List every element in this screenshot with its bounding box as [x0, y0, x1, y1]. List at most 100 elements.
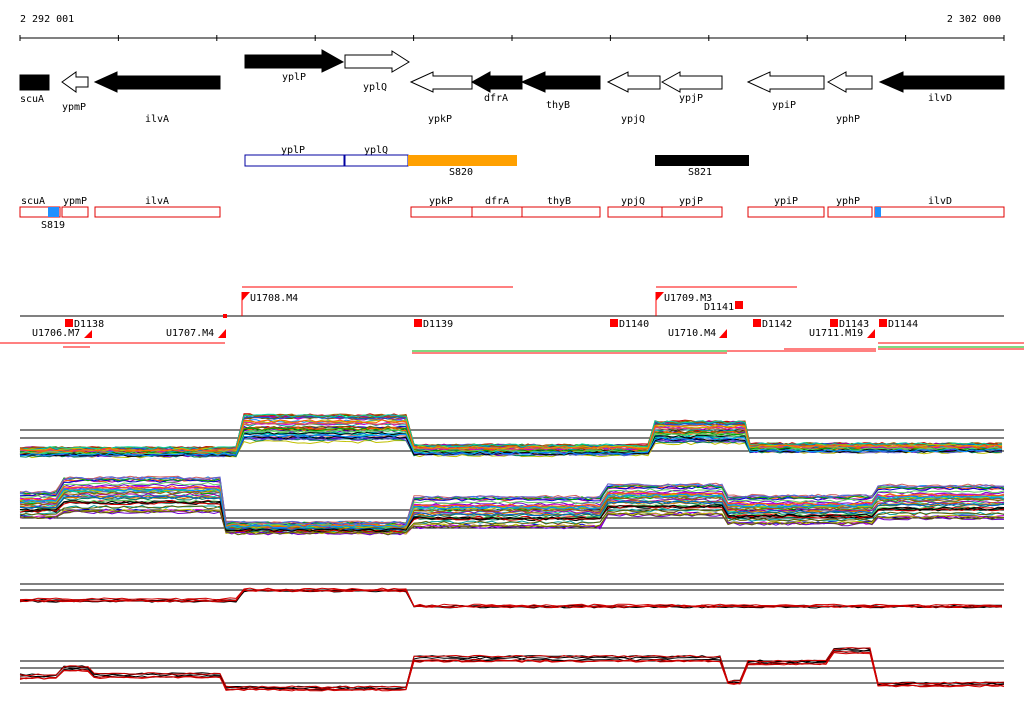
profile-line	[19, 587, 1003, 607]
flag-U1707[interactable]	[218, 329, 226, 338]
gene-arrow-yplP[interactable]	[244, 49, 345, 73]
segment-label-yplQ: yplQ	[364, 145, 388, 156]
gene-arrow-ypmP[interactable]	[61, 71, 89, 93]
flag-U1709[interactable]	[656, 292, 664, 301]
profile-line	[19, 648, 1005, 690]
feature-track: U1706.M7 D1138 U1707.M4 U1708.M4 D1139 D…	[0, 286, 1024, 354]
segment-ilvD[interactable]	[874, 206, 1005, 218]
marker-D1140[interactable]	[610, 319, 618, 327]
coordinate-ruler: 2 292 001 2 302 000	[19, 14, 1005, 41]
segment-label-S821: S821	[688, 167, 712, 178]
marker-D1142[interactable]	[753, 319, 761, 327]
profile-line	[19, 509, 1005, 536]
segment-ilvA[interactable]	[94, 206, 221, 218]
segment-thyB[interactable]	[521, 206, 601, 218]
segment-ypiP[interactable]	[747, 206, 825, 218]
profile-line	[19, 588, 1002, 608]
feature-label-D1144: D1144	[888, 319, 918, 330]
flag-U1711[interactable]	[867, 329, 875, 338]
segment-ypkP[interactable]	[410, 206, 473, 218]
gene-label-thyB: thyB	[546, 100, 570, 111]
marker-D1138[interactable]	[65, 319, 73, 327]
gene-arrow-yphP[interactable]	[826, 71, 873, 93]
segment-S821[interactable]	[655, 155, 749, 166]
flag-U1708[interactable]	[242, 292, 250, 301]
feature-label-D1141: D1141	[704, 302, 734, 313]
gene-arrow-thyB[interactable]	[520, 71, 601, 93]
profile-line	[19, 494, 1005, 531]
marker-D1139[interactable]	[414, 319, 422, 327]
gene-label-yphP: yphP	[836, 114, 860, 125]
profile-line	[20, 650, 1005, 691]
gene-arrow-ilvA[interactable]	[93, 71, 221, 93]
profile-line	[19, 483, 1005, 528]
feature-label-D1140: D1140	[619, 319, 649, 330]
segment-label-thyB: thyB	[547, 196, 571, 207]
marker-D1143[interactable]	[830, 319, 838, 327]
profile-line	[19, 476, 1005, 525]
marker-U1707[interactable]	[223, 314, 227, 318]
segment-ypjQ[interactable]	[607, 206, 663, 218]
segment-yplP[interactable]	[244, 154, 345, 167]
feature-label-U1710: U1710.M4	[668, 328, 716, 339]
profile-line	[19, 508, 1005, 535]
gene-arrow-scuA[interactable]	[19, 74, 50, 91]
ruler-start-label: 2 292 001	[20, 14, 74, 25]
feature-label-D1138: D1138	[74, 319, 104, 330]
segment-track-lower: scuA S819 ypmP ilvA ypkP dfrA thyB ypjQ …	[19, 196, 1005, 231]
profile-lines	[19, 647, 1005, 692]
segment-ypjP[interactable]	[661, 206, 723, 218]
gene-arrow-ypjP[interactable]	[660, 71, 723, 93]
segment-yphP[interactable]	[827, 206, 873, 218]
segment-label-dfrA: dfrA	[485, 196, 509, 207]
segment-label-ypiP: ypiP	[774, 196, 798, 207]
profile-line	[19, 413, 1003, 451]
ruler-ticks	[19, 35, 1005, 41]
segment-ypmP[interactable]	[61, 206, 89, 218]
profile-lines	[19, 587, 1003, 609]
segment-S820[interactable]	[408, 155, 517, 166]
profile-line	[19, 647, 1005, 689]
profile-line	[19, 421, 1003, 453]
gene-label-yplP: yplP	[282, 72, 306, 83]
gene-arrow-yplQ[interactable]	[344, 50, 410, 73]
gene-label-ypjP: ypjP	[679, 93, 703, 104]
gene-label-ypiP: ypiP	[772, 100, 796, 111]
profile-line	[19, 500, 1005, 533]
flag-U1706[interactable]	[84, 330, 92, 338]
gene-arrow-ypjQ[interactable]	[606, 71, 661, 93]
profile-line	[19, 588, 1003, 608]
feature-label-D1143: D1143	[839, 319, 869, 330]
profile-lines	[19, 413, 1003, 459]
marker-D1144[interactable]	[879, 319, 887, 327]
ruler-end-label: 2 302 000	[947, 14, 1001, 25]
expression-track-3	[19, 583, 1004, 609]
profile-line	[19, 501, 1005, 533]
segment-label-ypjQ: ypjQ	[621, 196, 645, 207]
segment-marker-ilvD[interactable]	[875, 207, 881, 217]
gene-label-scuA: scuA	[20, 94, 44, 105]
profile-line	[19, 481, 1005, 527]
segment-yplQ[interactable]	[344, 154, 409, 167]
gene-label-ypmP: ypmP	[62, 102, 86, 113]
gene-arrow-ilvD[interactable]	[878, 71, 1005, 93]
marker-D1141[interactable]	[735, 301, 743, 309]
profile-line	[19, 479, 1005, 526]
profile-line	[19, 647, 1005, 689]
segment-label-ypmP: ypmP	[63, 196, 87, 207]
segment-dfrA[interactable]	[471, 206, 523, 218]
gene-arrow-ypkP[interactable]	[409, 71, 473, 93]
segment-label-S820: S820	[449, 167, 473, 178]
gene-arrow-ypiP[interactable]	[746, 71, 825, 93]
segment-label-scuA: scuA	[21, 196, 45, 207]
segment-label-ypjP: ypjP	[679, 196, 703, 207]
segment-marker-S819[interactable]	[48, 207, 59, 217]
expression-track-1	[19, 413, 1004, 459]
profile-line	[19, 429, 1003, 456]
segment-scuA[interactable]	[19, 206, 61, 218]
flag-U1710[interactable]	[719, 329, 727, 338]
feature-label-U1707: U1707.M4	[166, 328, 214, 339]
gene-arrow-dfrA[interactable]	[470, 71, 523, 93]
